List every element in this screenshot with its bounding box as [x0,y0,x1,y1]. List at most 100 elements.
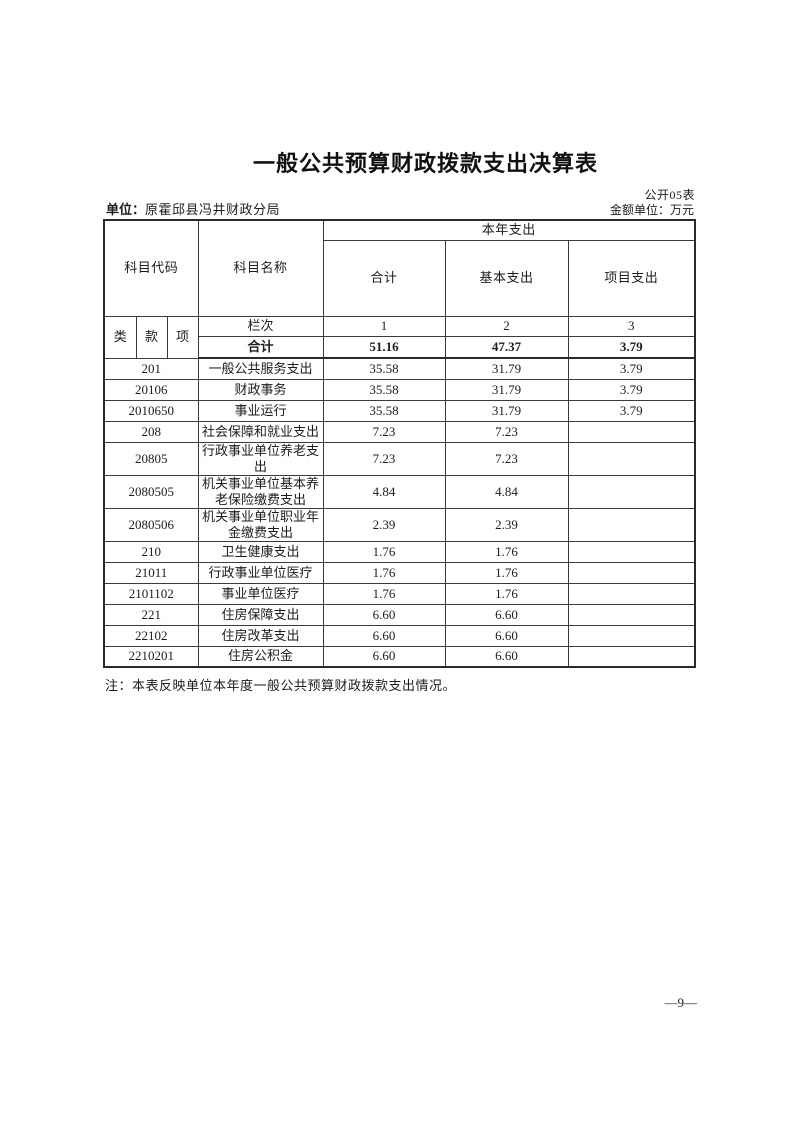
header-sub-item: 款 [135,315,168,359]
form-code: 公开05表 [644,188,695,202]
row-basic-value: 31.79 [444,399,569,422]
table-row: 22102 住房改革支出 6.60 6.60 [103,624,696,647]
row-subject-code: 210 [103,540,199,563]
table-row: 2210201 住房公积金 6.60 6.60 [103,645,696,668]
row-subject-name: 财政事务 [197,378,324,401]
row-project-value [567,582,696,605]
table-note: 注：本表反映单位本年度一般公共预算财政拨款支出情况。 [105,678,457,693]
total-row-total: 51.16 [322,335,446,359]
row-total-value: 35.58 [322,378,446,401]
table-row: 221 住房保障支出 6.60 6.60 [103,603,696,626]
row-basic-value: 6.60 [444,645,569,668]
row-subject-code: 2101102 [103,582,199,605]
row-subject-name: 住房公积金 [197,645,324,668]
page-title: 一般公共预算财政拨款支出决算表 [252,151,598,176]
row-total-value: 6.60 [322,603,446,626]
row-project-value [567,420,696,443]
row-subject-name: 一般公共服务支出 [197,357,324,380]
row-basic-value: 1.76 [444,540,569,563]
unit-label: 单位： [106,202,146,217]
table-row: 208 社会保障和就业支出 7.23 7.23 [103,420,696,443]
table-row: 2101102 事业单位医疗 1.76 1.76 [103,582,696,605]
row-basic-value: 2.39 [444,507,569,542]
row-subject-name: 事业运行 [197,399,324,422]
header-col-basic: 基本支出 [444,239,569,317]
row-subject-name: 卫生健康支出 [197,540,324,563]
row-project-value [567,540,696,563]
amount-unit: 金额单位：万元 [609,203,694,217]
row-basic-value: 6.60 [444,603,569,626]
table-body: 201 一般公共服务支出 35.58 31.79 3.79 20106 财政事务… [103,357,696,668]
row-total-value: 35.58 [322,399,446,422]
row-subject-code: 2080505 [103,474,199,509]
page-number: —9— [664,995,698,1010]
row-project-value [567,474,696,509]
row-basic-value: 1.76 [444,561,569,584]
row-subject-name: 事业单位医疗 [197,582,324,605]
row-project-value [567,441,696,476]
row-basic-value: 6.60 [444,624,569,647]
row-project-value [567,645,696,668]
row-project-value: 3.79 [567,399,696,422]
row-basic-value: 4.84 [444,474,569,509]
unit-line: 单位：原霍邱县冯井财政分局 [106,199,280,218]
row-total-value: 7.23 [322,441,446,476]
row-total-value: 6.60 [322,624,446,647]
unit-value: 原霍邱县冯井财政分局 [145,202,281,217]
row-project-value [567,507,696,542]
row-subject-name: 行政事业单位养老支出 [197,441,324,476]
header-column-index-label: 栏次 [197,315,324,337]
row-subject-code: 2080506 [103,507,199,542]
row-subject-code: 221 [103,603,199,626]
row-total-value: 1.76 [322,540,446,563]
row-subject-code: 201 [103,357,199,380]
header-col-number-2: 2 [444,315,569,337]
row-basic-value: 7.23 [444,441,569,476]
row-total-value: 1.76 [322,582,446,605]
table-row: 201 一般公共服务支出 35.58 31.79 3.79 [103,357,696,380]
header-current-year-group: 本年支出 [322,219,696,241]
total-row-label: 合计 [197,335,324,359]
table-row: 2010650 事业运行 35.58 31.79 3.79 [103,399,696,422]
row-subject-name: 行政事业单位医疗 [197,561,324,584]
row-subject-code: 2010650 [103,399,199,422]
row-subject-name: 社会保障和就业支出 [197,420,324,443]
total-row-project: 3.79 [567,335,696,359]
header-sub-entry: 项 [166,315,199,359]
row-project-value [567,603,696,626]
table-row: 2080505 机关事业单位基本养老保险缴费支出 4.84 4.84 [103,474,696,509]
meta-row: 单位：原霍邱县冯井财政分局 金额单位：万元 [106,199,694,218]
row-subject-code: 22102 [103,624,199,647]
table-row: 2080506 机关事业单位职业年金缴费支出 2.39 2.39 [103,507,696,542]
header-sub-category: 类 [103,315,137,359]
row-total-value: 35.58 [322,357,446,380]
expenditure-table: 科目代码 科目名称 本年支出 合计 基本支出 项目支出 类 款 项 栏次 1 2… [103,219,697,668]
table-row: 20106 财政事务 35.58 31.79 3.79 [103,378,696,401]
header-col-number-1: 1 [322,315,446,337]
row-total-value: 2.39 [322,507,446,542]
row-subject-code: 20106 [103,378,199,401]
header-col-number-3: 3 [567,315,696,337]
table-row: 21011 行政事业单位医疗 1.76 1.76 [103,561,696,584]
row-project-value: 3.79 [567,357,696,380]
table-row: 20805 行政事业单位养老支出 7.23 7.23 [103,441,696,476]
row-subject-name: 机关事业单位基本养老保险缴费支出 [197,474,324,509]
row-basic-value: 7.23 [444,420,569,443]
row-total-value: 4.84 [322,474,446,509]
header-col-total: 合计 [322,239,446,317]
row-total-value: 7.23 [322,420,446,443]
header-subject-code: 科目代码 [103,219,199,317]
row-project-value [567,624,696,647]
row-total-value: 1.76 [322,561,446,584]
header-subject-name: 科目名称 [197,219,324,317]
row-project-value [567,561,696,584]
row-project-value: 3.79 [567,378,696,401]
row-basic-value: 31.79 [444,378,569,401]
header-col-project: 项目支出 [567,239,696,317]
row-basic-value: 1.76 [444,582,569,605]
row-subject-code: 21011 [103,561,199,584]
row-subject-code: 208 [103,420,199,443]
row-subject-code: 20805 [103,441,199,476]
row-subject-code: 2210201 [103,645,199,668]
